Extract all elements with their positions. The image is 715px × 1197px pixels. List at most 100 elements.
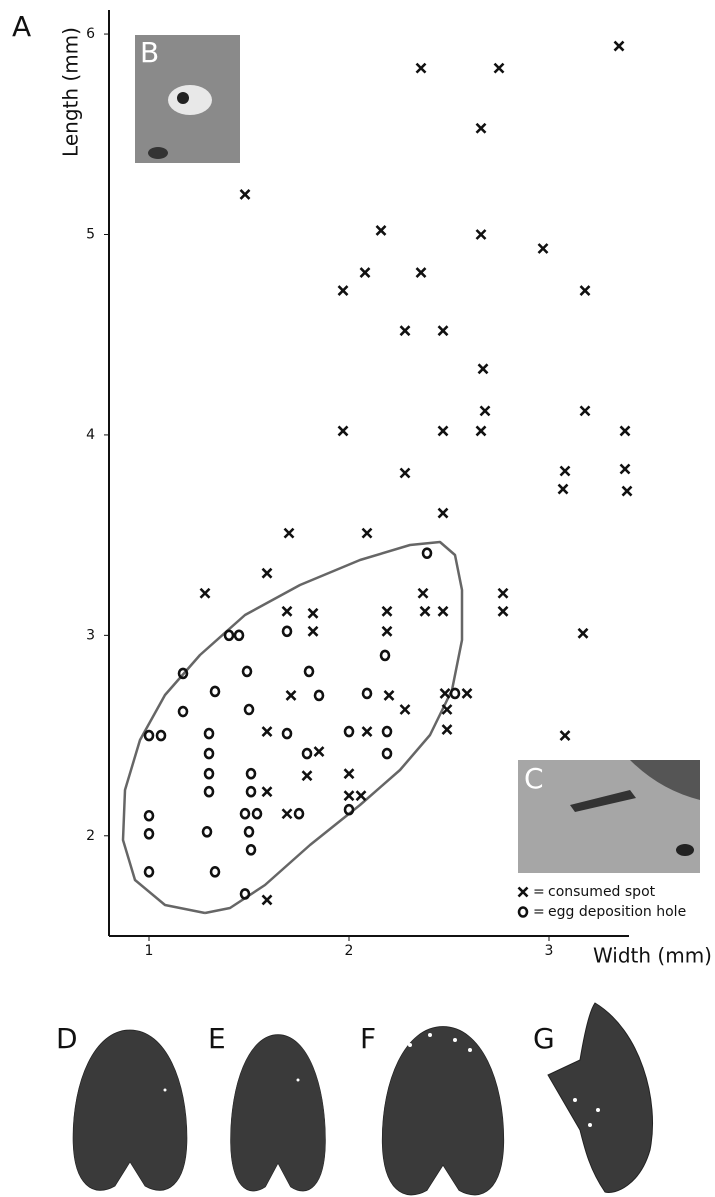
legend-label: egg deposition hole <box>548 904 686 920</box>
point <box>361 527 373 539</box>
point <box>199 587 211 599</box>
legend-separator: = <box>533 884 545 900</box>
point <box>281 727 293 740</box>
point <box>143 729 155 742</box>
point <box>479 405 491 417</box>
point <box>381 605 393 617</box>
y-tick-label: 3 <box>86 627 95 643</box>
point <box>437 325 449 337</box>
point <box>243 825 255 838</box>
point <box>239 888 251 900</box>
point <box>361 687 373 700</box>
point <box>381 725 393 738</box>
legend-marker <box>517 886 529 898</box>
point <box>245 844 257 856</box>
point <box>497 605 509 617</box>
point <box>301 770 313 782</box>
panel-label: F <box>360 1022 376 1055</box>
point <box>241 665 253 678</box>
point <box>203 767 215 780</box>
point <box>475 122 487 134</box>
point <box>437 507 449 519</box>
panel-label: D <box>56 1022 78 1055</box>
point <box>619 463 631 475</box>
leaves <box>72 1002 653 1196</box>
point <box>359 267 371 278</box>
beetle <box>570 790 636 812</box>
point <box>441 724 453 735</box>
point <box>337 425 349 437</box>
point <box>281 605 293 617</box>
point <box>419 605 431 617</box>
leaf-d <box>72 1029 188 1191</box>
point <box>307 607 319 619</box>
panel-label: G <box>533 1022 555 1055</box>
point <box>361 726 373 737</box>
point <box>261 726 273 737</box>
y-tick-label: 4 <box>86 427 95 443</box>
point <box>613 40 625 52</box>
point <box>579 405 591 417</box>
point <box>233 629 245 642</box>
point <box>245 785 257 798</box>
y-tick-label: 6 <box>86 26 95 42</box>
legend-marker <box>517 906 529 918</box>
larva <box>168 85 212 115</box>
spot <box>148 147 168 159</box>
point <box>381 747 393 760</box>
point <box>261 567 273 579</box>
y-tick-label: 2 <box>86 828 95 844</box>
point <box>415 62 427 74</box>
point <box>203 785 215 798</box>
point <box>475 425 487 437</box>
x-tick-label: 1 <box>145 943 154 959</box>
point <box>343 768 355 780</box>
point <box>203 747 215 760</box>
leaf-f <box>381 1026 505 1196</box>
point <box>343 790 355 802</box>
x-tick-label: 3 <box>545 943 554 959</box>
point <box>619 425 631 437</box>
hull-outline <box>121 540 464 915</box>
point <box>355 790 367 802</box>
leaf-spots <box>163 1033 600 1127</box>
point <box>177 667 189 680</box>
photo-c-shadow <box>518 760 700 800</box>
point <box>251 807 263 820</box>
point <box>417 587 429 599</box>
point <box>143 827 155 840</box>
point <box>245 767 257 780</box>
point <box>261 786 273 798</box>
point <box>375 225 387 236</box>
point <box>343 725 355 738</box>
point <box>559 465 571 477</box>
point <box>437 605 449 617</box>
point <box>143 809 155 822</box>
point <box>301 747 313 760</box>
point <box>313 689 325 702</box>
point <box>223 629 235 642</box>
point <box>293 807 305 820</box>
point <box>281 808 293 820</box>
point <box>399 704 411 715</box>
point <box>281 625 293 638</box>
point <box>209 866 221 878</box>
point <box>285 690 297 701</box>
point <box>313 746 325 758</box>
hole <box>177 92 189 104</box>
point <box>379 649 391 662</box>
point <box>441 704 453 715</box>
point <box>307 625 319 637</box>
point <box>437 425 449 437</box>
point <box>201 825 213 838</box>
leaf-e <box>230 1034 326 1192</box>
point <box>261 894 273 906</box>
point <box>155 729 167 742</box>
point <box>497 587 509 599</box>
point <box>579 285 591 297</box>
point <box>239 188 251 200</box>
panel-label: B <box>140 36 159 69</box>
panel-label: C <box>524 762 544 795</box>
point <box>203 727 215 740</box>
